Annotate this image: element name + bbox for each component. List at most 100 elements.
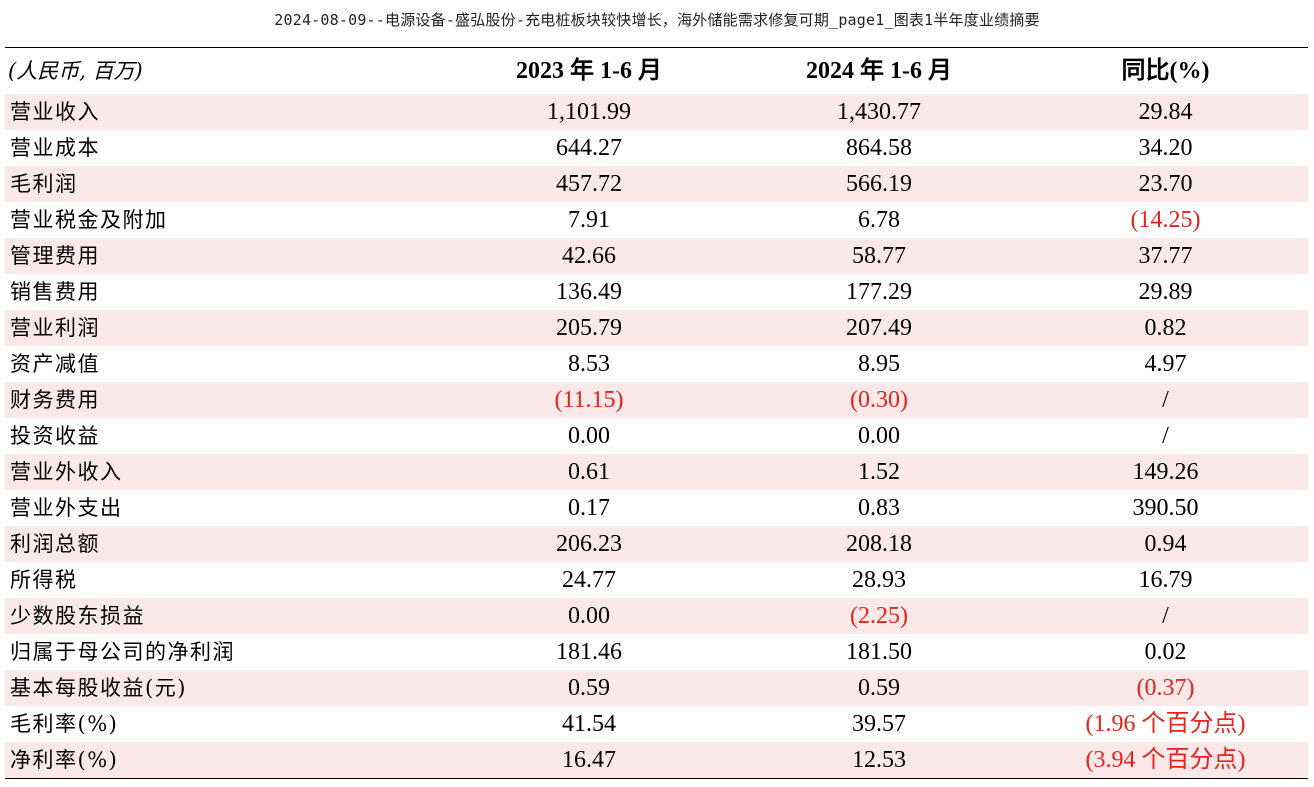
table-row: 营业收入 1,101.99 1,430.77 29.84 — [5, 94, 1308, 130]
value-yoy: 29.89 — [1023, 274, 1308, 310]
row-label: 所得税 — [5, 562, 443, 598]
value-yoy: / — [1023, 418, 1308, 454]
value-2023-h1: 8.53 — [443, 346, 735, 382]
value-yoy: (0.37) — [1023, 670, 1308, 706]
table-row: 营业成本 644.27 864.58 34.20 — [5, 130, 1308, 166]
row-label: 营业外支出 — [5, 490, 443, 526]
value-2024-h1: 208.18 — [735, 526, 1023, 562]
row-label: 财务费用 — [5, 382, 443, 418]
row-label: 营业外收入 — [5, 454, 443, 490]
value-2023-h1: 0.61 — [443, 454, 735, 490]
row-label: 资产减值 — [5, 346, 443, 382]
value-2024-h1: 8.95 — [735, 346, 1023, 382]
table-row: 营业税金及附加 7.91 6.78 (14.25) — [5, 202, 1308, 238]
table-row: 销售费用 136.49 177.29 29.89 — [5, 274, 1308, 310]
row-label: 归属于母公司的净利润 — [5, 634, 443, 670]
value-2023-h1: 644.27 — [443, 130, 735, 166]
value-2024-h1: (0.30) — [735, 382, 1023, 418]
value-yoy: 16.79 — [1023, 562, 1308, 598]
table-row: 营业利润 205.79 207.49 0.82 — [5, 310, 1308, 346]
value-2023-h1: 41.54 — [443, 706, 735, 742]
row-label: 销售费用 — [5, 274, 443, 310]
value-2024-h1: 28.93 — [735, 562, 1023, 598]
value-yoy: 390.50 — [1023, 490, 1308, 526]
value-yoy: (3.94 个百分点) — [1023, 742, 1308, 778]
row-label: 投资收益 — [5, 418, 443, 454]
header-2024-h1: 2024 年 1-6 月 — [806, 58, 952, 84]
value-yoy: 34.20 — [1023, 130, 1308, 166]
financial-summary-table-wrapper: (人民币, 百万) 2023 年 1-6 月 2024 年 1-6 月 同比(%… — [5, 47, 1308, 779]
value-2023-h1: 1,101.99 — [443, 94, 735, 130]
value-yoy: 4.97 — [1023, 346, 1308, 382]
row-label: 营业成本 — [5, 130, 443, 166]
value-2024-h1: 1.52 — [735, 454, 1023, 490]
row-label: 管理费用 — [5, 238, 443, 274]
value-2023-h1: 7.91 — [443, 202, 735, 238]
header-2023-h1: 2023 年 1-6 月 — [516, 58, 662, 84]
value-yoy: (14.25) — [1023, 202, 1308, 238]
table-row: 基本每股收益(元) 0.59 0.59 (0.37) — [5, 670, 1308, 706]
table-body: 营业收入 1,101.99 1,430.77 29.84 营业成本 644.27 864.5… — [5, 94, 1308, 778]
value-2024-h1: 181.50 — [735, 634, 1023, 670]
value-2024-h1: 12.53 — [735, 742, 1023, 778]
value-2024-h1: 39.57 — [735, 706, 1023, 742]
row-label: 基本每股收益(元) — [5, 670, 443, 706]
value-yoy: 0.82 — [1023, 310, 1308, 346]
table-row: 少数股东损益 0.00 (2.25) / — [5, 598, 1308, 634]
table-row: 毛利润 457.72 566.19 23.70 — [5, 166, 1308, 202]
table-row: 净利率(%) 16.47 12.53 (3.94 个百分点) — [5, 742, 1308, 778]
value-yoy: 29.84 — [1023, 94, 1308, 130]
value-2023-h1: (11.15) — [443, 382, 735, 418]
value-2023-h1: 205.79 — [443, 310, 735, 346]
value-yoy: / — [1023, 382, 1308, 418]
value-2023-h1: 136.49 — [443, 274, 735, 310]
value-2023-h1: 0.00 — [443, 598, 735, 634]
value-2024-h1: 1,430.77 — [735, 94, 1023, 130]
row-label: 少数股东损益 — [5, 598, 443, 634]
value-2024-h1: 864.58 — [735, 130, 1023, 166]
row-label: 毛利率(%) — [5, 706, 443, 742]
value-2023-h1: 181.46 — [443, 634, 735, 670]
row-label: 营业收入 — [5, 94, 443, 130]
value-2023-h1: 0.00 — [443, 418, 735, 454]
table-row: 所得税 24.77 28.93 16.79 — [5, 562, 1308, 598]
table-row: 投资收益 0.00 0.00/ — [5, 418, 1308, 454]
table-row: 归属于母公司的净利润 181.46 181.50 0.02 — [5, 634, 1308, 670]
value-2024-h1: 6.78 — [735, 202, 1023, 238]
row-label: 营业利润 — [5, 310, 443, 346]
value-2023-h1: 0.17 — [443, 490, 735, 526]
table-row: 管理费用 42.66 58.77 37.77 — [5, 238, 1308, 274]
value-2023-h1: 457.72 — [443, 166, 735, 202]
value-2024-h1: 0.00 — [735, 418, 1023, 454]
value-2024-h1: 566.19 — [735, 166, 1023, 202]
value-yoy: 0.02 — [1023, 634, 1308, 670]
value-yoy: 23.70 — [1023, 166, 1308, 202]
header-yoy: 同比(%) — [1121, 58, 1210, 84]
value-2023-h1: 24.77 — [443, 562, 735, 598]
table-row: 资产减值 8.53 8.95 4.97 — [5, 346, 1308, 382]
table-row: 财务费用 (11.15) (0.30) / — [5, 382, 1308, 418]
row-label: 净利率(%) — [5, 742, 443, 778]
value-yoy: 37.77 — [1023, 238, 1308, 274]
table-row: 营业外收入 0.61 1.52 149.26 — [5, 454, 1308, 490]
value-yoy: / — [1023, 598, 1308, 634]
value-yoy: 149.26 — [1023, 454, 1308, 490]
value-2024-h1: 177.29 — [735, 274, 1023, 310]
table-row: 利润总额 206.23 208.18 0.94 — [5, 526, 1308, 562]
table-row: 毛利率(%) 41.54 39.57 (1.96 个百分点) — [5, 706, 1308, 742]
row-label: 毛利润 — [5, 166, 443, 202]
value-2024-h1: (2.25) — [735, 598, 1023, 634]
value-2024-h1: 0.83 — [735, 490, 1023, 526]
value-2023-h1: 0.59 — [443, 670, 735, 706]
value-2024-h1: 0.59 — [735, 670, 1023, 706]
value-2024-h1: 207.49 — [735, 310, 1023, 346]
value-yoy: (1.96 个百分点) — [1023, 706, 1308, 742]
value-yoy: 0.94 — [1023, 526, 1308, 562]
table-header-row: (人民币, 百万) 2023 年 1-6 月 2024 年 1-6 月 同比(%… — [5, 48, 1308, 94]
value-2023-h1: 206.23 — [443, 526, 735, 562]
header-unit: (人民币, 百万) — [8, 59, 143, 83]
table-row: 营业外支出 0.17 0.83 390.50 — [5, 490, 1308, 526]
row-label: 利润总额 — [5, 526, 443, 562]
row-label: 营业税金及附加 — [5, 202, 443, 238]
financial-summary-table: (人民币, 百万) 2023 年 1-6 月 2024 年 1-6 月 同比(%… — [5, 48, 1308, 778]
